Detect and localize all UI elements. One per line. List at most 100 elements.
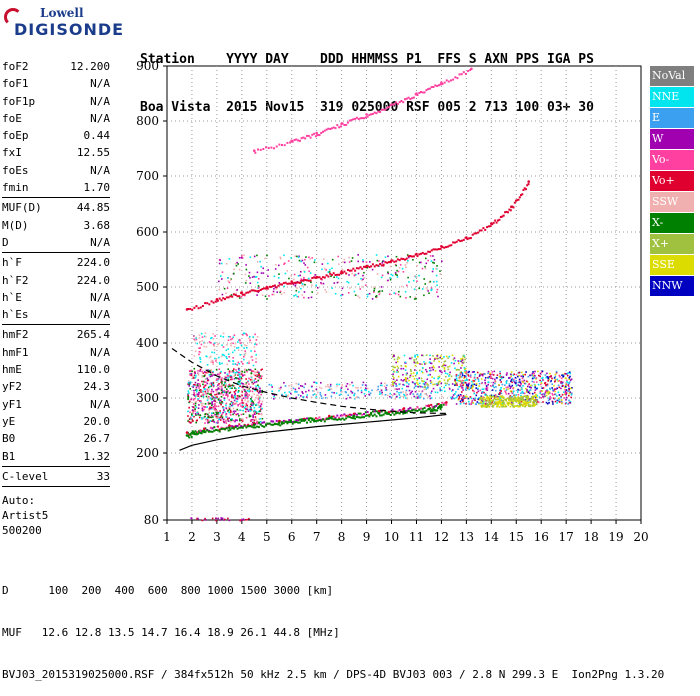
echo-cloud xyxy=(212,333,214,335)
echo-cloud xyxy=(467,374,469,376)
echo-cloud xyxy=(379,391,381,393)
echo-cloud xyxy=(517,396,519,398)
echo-cloud xyxy=(262,272,265,274)
echo-cloud xyxy=(520,398,523,400)
echo-cloud xyxy=(420,377,423,380)
echo-cloud xyxy=(239,297,241,299)
trace-point xyxy=(468,237,471,240)
echo-cloud xyxy=(454,393,456,395)
echo-cloud xyxy=(514,396,517,399)
echo-cloud xyxy=(223,287,226,290)
echo-cloud xyxy=(499,402,501,404)
echo-cloud xyxy=(488,406,491,408)
trace-marker xyxy=(265,285,269,289)
echo-cloud xyxy=(243,407,246,409)
echo-cloud xyxy=(533,376,536,379)
legend-item-x-: X- xyxy=(650,213,694,233)
echo-cloud xyxy=(233,346,236,348)
echo-cloud xyxy=(246,390,249,392)
echo-cloud xyxy=(565,396,568,399)
trace-point xyxy=(297,419,300,422)
echo-cloud xyxy=(241,399,243,401)
echo-cloud xyxy=(520,400,523,403)
echo-cloud xyxy=(203,335,206,338)
echo-cloud xyxy=(234,373,236,376)
echo-cloud xyxy=(246,404,249,407)
echo-cloud xyxy=(558,394,561,396)
trace-point xyxy=(456,77,459,80)
trace-marker xyxy=(377,409,381,413)
echo-cloud xyxy=(209,407,211,410)
echo-cloud xyxy=(399,295,402,298)
echo-cloud xyxy=(303,291,306,293)
param-row: fmin 1.70 xyxy=(2,179,110,196)
echo-cloud xyxy=(242,334,244,336)
trace-marker xyxy=(440,245,443,248)
param-label: D xyxy=(2,235,9,249)
echo-cloud xyxy=(230,384,232,387)
trace-point xyxy=(441,83,444,85)
echo-cloud xyxy=(416,280,418,282)
echo-cloud xyxy=(216,412,218,414)
echo-cloud xyxy=(524,373,526,376)
echo-cloud xyxy=(242,332,245,335)
trace-point xyxy=(523,187,526,190)
echo-cloud xyxy=(260,265,262,268)
trace-point xyxy=(334,416,337,419)
echo-cloud xyxy=(407,276,409,279)
echo-cloud xyxy=(570,378,573,381)
echo-cloud xyxy=(241,386,244,389)
footer-distance-row: D 100 200 400 600 800 1000 1500 3000 [km… xyxy=(2,584,334,597)
echo-cloud xyxy=(211,407,213,410)
echo-cloud xyxy=(546,384,549,387)
echo-cloud xyxy=(384,256,387,258)
trace-point xyxy=(431,405,434,408)
trace-point xyxy=(527,183,530,186)
echo-cloud xyxy=(255,396,257,399)
echo-cloud xyxy=(566,380,568,383)
echo-cloud xyxy=(336,385,339,387)
legend-item-vo-: Vo+ xyxy=(650,171,694,191)
echo-cloud xyxy=(427,385,430,387)
echo-cloud xyxy=(476,377,479,379)
echo-cloud xyxy=(242,397,245,399)
trace-point xyxy=(354,117,357,120)
echo-cloud xyxy=(390,396,393,399)
echo-cloud xyxy=(253,399,256,401)
echo-cloud xyxy=(213,351,216,354)
echo-cloud xyxy=(257,398,260,400)
echo-cloud xyxy=(404,391,407,394)
echo-cloud xyxy=(487,370,490,373)
echo-cloud xyxy=(500,376,503,378)
echo-cloud xyxy=(529,389,532,391)
param-value: 1.32 xyxy=(83,449,111,463)
echo-cloud xyxy=(341,391,343,393)
echo-cloud xyxy=(468,379,471,381)
trace-point xyxy=(405,257,408,260)
echo-cloud xyxy=(381,393,383,396)
echo-cloud xyxy=(545,384,547,386)
echo-cloud xyxy=(215,517,217,520)
echo-cloud xyxy=(254,333,256,336)
trace-point xyxy=(515,199,517,202)
echo-cloud xyxy=(225,419,228,422)
echo-cloud xyxy=(194,402,197,405)
echo-cloud xyxy=(438,376,440,379)
echo-cloud xyxy=(403,379,406,381)
echo-cloud xyxy=(223,354,226,357)
echo-cloud xyxy=(378,260,380,262)
echo-cloud xyxy=(523,399,526,402)
param-value: 12.200 xyxy=(70,60,110,73)
echo-cloud xyxy=(557,400,560,402)
trace-point xyxy=(461,239,463,242)
trace-point xyxy=(241,293,244,296)
trace-point xyxy=(448,244,451,247)
echo-cloud xyxy=(444,364,447,367)
echo-cloud xyxy=(219,412,221,414)
echo-cloud xyxy=(404,377,407,379)
echo-cloud xyxy=(303,271,306,273)
echo-cloud xyxy=(414,390,417,393)
trace-point xyxy=(388,106,390,109)
echo-cloud xyxy=(406,372,408,375)
echo-cloud xyxy=(207,371,210,373)
